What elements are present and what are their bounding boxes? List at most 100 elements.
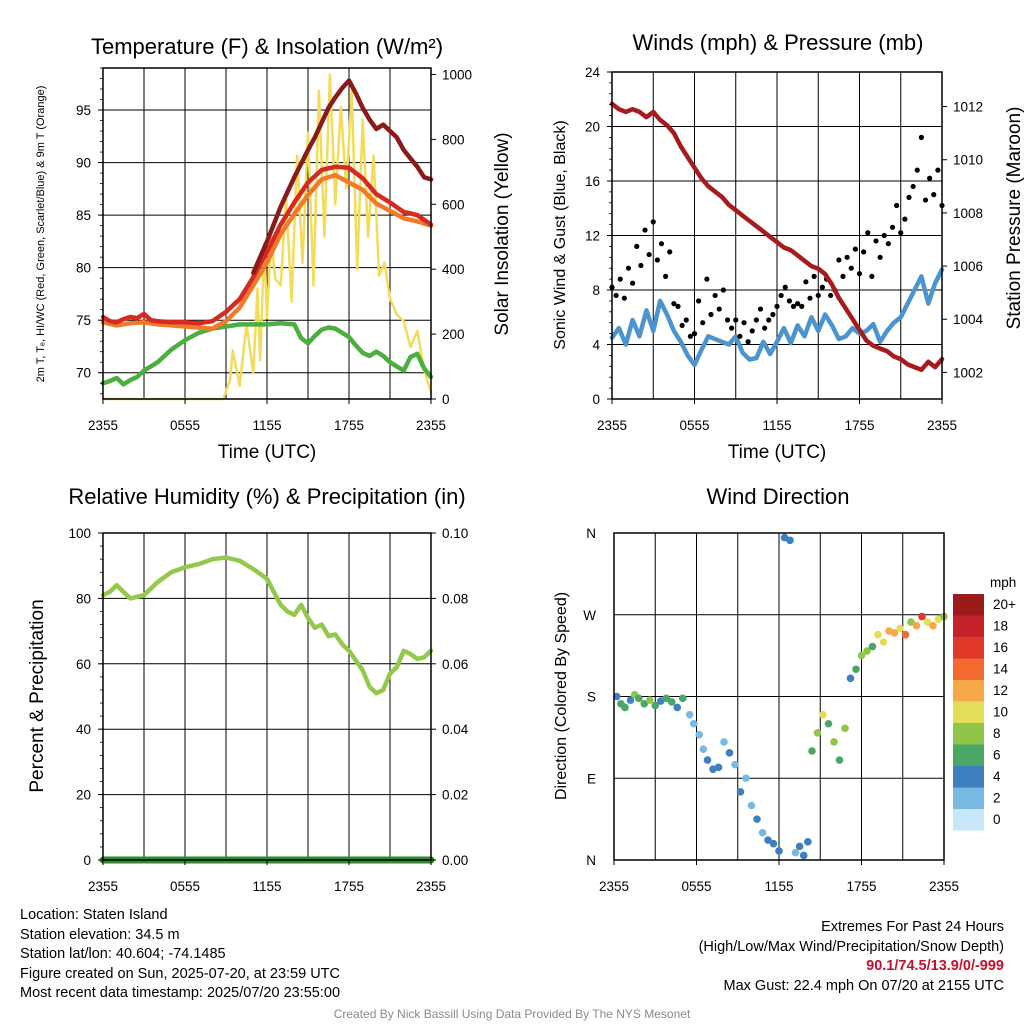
- gust-point: [671, 301, 677, 307]
- y-tick-label: 70: [76, 366, 91, 381]
- direction-point: [685, 710, 694, 719]
- gust-point: [881, 232, 887, 239]
- gust-point: [650, 219, 656, 225]
- colorbar-label: 2: [993, 791, 1001, 806]
- gust-point: [613, 292, 619, 299]
- direction-point: [695, 730, 704, 739]
- y-tick-label: 24: [585, 65, 601, 80]
- y-tick-label: 85: [76, 208, 91, 223]
- x-tick-label: 2355: [597, 418, 627, 433]
- gust-point: [811, 273, 817, 279]
- gust-point: [889, 224, 896, 230]
- max-gust: Max Gust: 22.4 mph On 07/20 at 2155 UTC: [723, 977, 1004, 994]
- colorbar-label: 8: [993, 726, 1001, 741]
- direction-point: [795, 842, 804, 851]
- temperature-grid: [103, 68, 431, 399]
- direction-y-label: Direction (Colored By Speed): [553, 592, 570, 800]
- direction-point: [678, 694, 687, 703]
- gust-point: [617, 276, 623, 282]
- colorbar-swatch: [953, 809, 984, 831]
- x-tick-label: 2355: [88, 418, 118, 433]
- direction-point: [662, 694, 671, 703]
- gust-point: [782, 284, 788, 290]
- direction-point: [813, 729, 822, 737]
- x-tick-label: 2355: [88, 879, 118, 894]
- gust-point: [675, 303, 681, 309]
- colorbar-swatch: [953, 680, 984, 702]
- y2-tick-label: 200: [442, 327, 465, 342]
- y-tick-label: N: [586, 526, 596, 541]
- gust-point: [914, 167, 920, 173]
- gust-point: [898, 230, 904, 236]
- colorbar-label: 0: [993, 812, 1001, 827]
- gust-point: [836, 257, 842, 263]
- y2-tick-label: 1006: [953, 259, 983, 274]
- gust-point: [720, 287, 726, 293]
- y2-tick-label: 0.08: [442, 591, 468, 606]
- direction-point: [621, 703, 629, 712]
- colorbar-label: 16: [993, 640, 1008, 655]
- gust-point: [724, 317, 731, 323]
- gust-point: [741, 320, 747, 326]
- gust-point: [918, 134, 924, 140]
- gust-point: [894, 202, 900, 209]
- direction-point: [799, 851, 808, 860]
- colorbar-swatch: [953, 594, 984, 616]
- figure-created: Figure created on Sun, 2025-07-20, at 23…: [20, 965, 340, 982]
- direction-point: [868, 642, 877, 651]
- y2-tick-label: 0.04: [442, 722, 469, 737]
- gust-point: [906, 194, 912, 200]
- gust-point: [646, 251, 652, 258]
- humidity-title: Relative Humidity (%) & Precipitation (i…: [68, 484, 465, 509]
- y-tick-label: N: [586, 853, 596, 868]
- temperature-panel: Temperature (F) & Insolation (W/m²) 2355…: [35, 34, 513, 463]
- gust-point: [922, 197, 929, 203]
- direction-point: [634, 694, 643, 703]
- direction-point: [929, 621, 937, 630]
- series-line: [609, 101, 945, 373]
- gust-point: [927, 175, 933, 181]
- direction-panel: Wind Direction 2355 0555 1155 1755 2355NESWN…: [553, 484, 1016, 894]
- speed-colorbar: mph 20+ 18 16 14 12 10 8 6 4 2 0: [953, 575, 1016, 831]
- y2-tick-label: 1000: [442, 67, 472, 82]
- gust-point: [766, 317, 772, 323]
- series-line: [100, 164, 434, 326]
- direction-point: [769, 839, 778, 848]
- direction-point: [824, 719, 833, 728]
- colorbar-swatch: [953, 744, 984, 766]
- temperature-title: Temperature (F) & Insolation (W/m²): [91, 34, 443, 59]
- gust-point: [803, 279, 809, 285]
- direction-point: [673, 703, 682, 712]
- gust-point: [704, 276, 710, 282]
- gust-point: [729, 325, 735, 331]
- gust-point: [910, 183, 916, 190]
- direction-point: [835, 756, 844, 764]
- direction-point: [651, 701, 660, 710]
- gust-point: [667, 249, 673, 255]
- direction-point: [736, 788, 745, 796]
- series-line: [100, 172, 434, 331]
- gust-point: [865, 230, 871, 236]
- series-line: [609, 267, 945, 368]
- direction-point: [758, 828, 767, 837]
- colorbar-label: 18: [993, 619, 1008, 634]
- gust-point: [799, 303, 805, 309]
- y-tick-label: E: [587, 771, 596, 786]
- station-elevation: Station elevation: 34.5 m: [20, 926, 180, 943]
- gust-point: [654, 257, 660, 263]
- direction-point: [742, 774, 750, 783]
- extremes-subtitle: (High/Low/Max Wind/Precipitation/Snow De…: [698, 938, 1004, 955]
- gust-point: [877, 254, 883, 260]
- y-tick-label: 60: [76, 657, 91, 672]
- gust-point: [638, 262, 644, 269]
- gust-point: [770, 311, 776, 318]
- gust-point: [844, 254, 850, 260]
- winds-series: [609, 101, 945, 373]
- gust-point: [856, 271, 863, 277]
- colorbar-label: 14: [993, 662, 1009, 677]
- direction-point: [753, 815, 761, 823]
- gust-point: [679, 322, 685, 329]
- humidity-ticks: 2355 0555 1155 1755 2355 0 20 40 60 80 100 0.00 0.02…: [68, 526, 468, 894]
